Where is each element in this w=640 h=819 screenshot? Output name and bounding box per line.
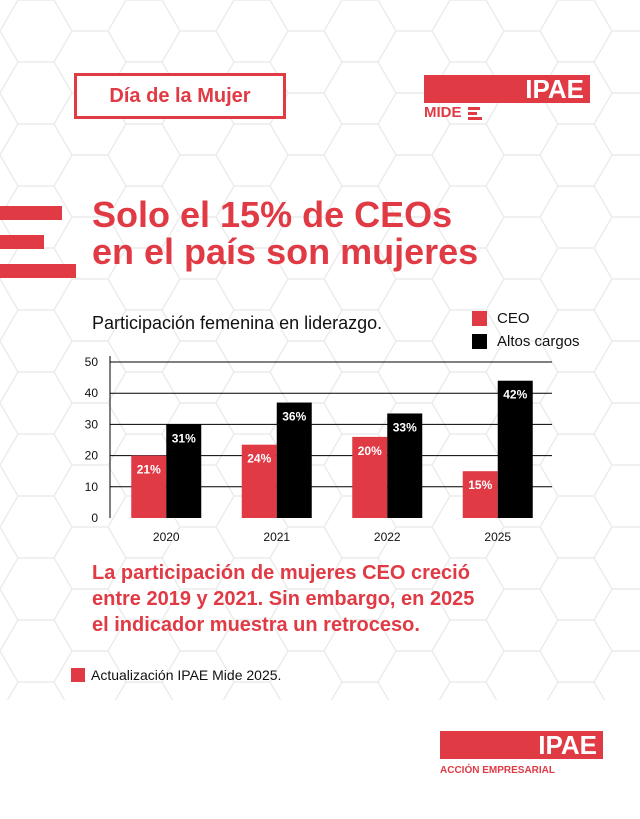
note-text: Actualización IPAE Mide 2025.	[91, 667, 282, 683]
summary-text: La participación de mujeres CEO creció e…	[92, 560, 612, 638]
bar-chart: 0 10 20 30 40 50 21% 31% 2020 24% 36% 2021 20% 33% 202…	[85, 355, 552, 544]
legend-label-ceo: CEO	[497, 310, 530, 327]
mide-logo-sub: MIDE	[424, 104, 462, 121]
summary-line-2: entre 2019 y 2021. Sin embargo, en 2025	[92, 588, 475, 610]
summary-line-3: el indicador muestra un retroceso.	[92, 614, 420, 636]
chart-title: Participación femenina en liderazgo.	[92, 313, 383, 333]
data-label: 36%	[282, 410, 306, 424]
headline-line-1: Solo el 15% de CEOs	[92, 194, 453, 235]
source-note: Actualización IPAE Mide 2025.	[71, 667, 281, 683]
x-tick-label: 2021	[263, 530, 290, 544]
bar-altos-cargos	[276, 402, 312, 518]
data-label: 21%	[137, 463, 161, 477]
bar-ceo	[131, 455, 167, 518]
womens-day-badge: Día de la Mujer	[74, 73, 286, 119]
y-tick-label: 50	[85, 355, 99, 369]
bar-ceo	[241, 444, 277, 518]
data-label: 42%	[503, 388, 527, 402]
chart-legend: CEO Altos cargos	[472, 310, 580, 356]
y-tick-label: 10	[85, 480, 99, 494]
legend-item-altos-cargos: Altos cargos	[472, 333, 580, 350]
y-tick-label: 0	[91, 511, 98, 525]
bar-altos-cargos	[166, 424, 202, 518]
note-swatch	[71, 668, 85, 682]
legend-swatch-ceo	[472, 311, 487, 326]
bar-altos-cargos	[387, 413, 423, 518]
x-tick-label: 2025	[484, 530, 511, 544]
bar-ceo	[352, 436, 388, 518]
ipae-logo-sub: ACCIÓN EMPRESARIAL	[440, 765, 556, 776]
y-tick-label: 30	[85, 417, 99, 431]
headline-line-2: en el país son mujeres	[92, 231, 479, 272]
legend-swatch-altos-cargos	[472, 334, 487, 349]
mide-logo-brand: IPAE	[424, 75, 590, 103]
legend-item-ceo: CEO	[472, 310, 580, 327]
summary-line-1: La participación de mujeres CEO creció	[92, 562, 470, 584]
data-label: 31%	[172, 431, 196, 445]
x-tick-label: 2022	[374, 530, 401, 544]
data-label: 33%	[393, 420, 417, 434]
y-tick-label: 20	[85, 449, 99, 463]
x-tick-label: 2020	[153, 530, 180, 544]
bar-ceo	[462, 471, 498, 518]
headline: Solo el 15% de CEOs en el país son mujer…	[92, 196, 612, 270]
ipae-accion-empresarial-logo: IPAE ACCIÓN EMPRESARIAL	[440, 731, 603, 779]
data-label: 15%	[468, 478, 492, 492]
bar-altos-cargos	[497, 380, 533, 518]
ipae-logo-brand: IPAE	[440, 731, 603, 759]
y-tick-label: 40	[85, 386, 99, 400]
legend-label-altos-cargos: Altos cargos	[497, 333, 580, 350]
mide-logo-lines	[468, 107, 482, 120]
ipae-mide-logo: IPAE MIDE	[424, 75, 590, 125]
badge-label: Día de la Mujer	[109, 84, 251, 107]
data-label: 24%	[247, 452, 271, 466]
data-label: 20%	[358, 444, 382, 458]
decorative-stripes	[0, 206, 76, 293]
